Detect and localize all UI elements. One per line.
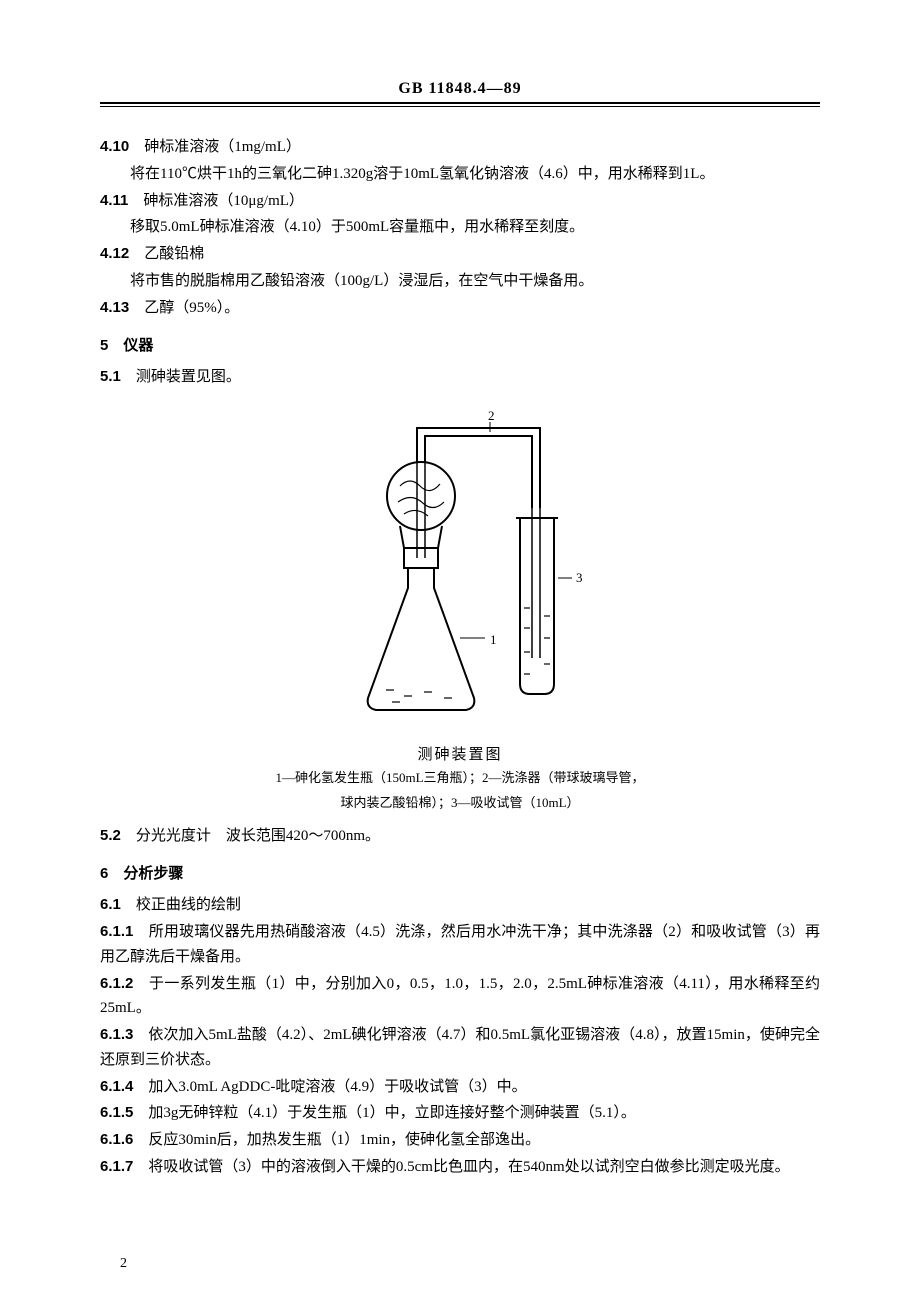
body-6-1-7: 将吸收试管（3）中的溶液倒入干燥的0.5cm比色皿内，在540nm处以试剂空白做… (148, 1159, 789, 1175)
num-4-11: 4.11 (100, 192, 128, 209)
item-6-1-7: 6.1.7 将吸收试管（3）中的溶液倒入干燥的0.5cm比色皿内，在540nm处… (100, 1155, 820, 1180)
title-4-13: 乙醇（95%）。 (144, 300, 239, 316)
num-6-1-2: 6.1.2 (100, 975, 133, 992)
body-4-11: 移取5.0mL砷标准溶液（4.10）于500mL容量瓶中，用水稀释至刻度。 (100, 215, 820, 240)
standard-code: GB 11848.4—89 (100, 80, 820, 102)
body-6-1-2: 于一系列发生瓶（1）中，分别加入0，0.5，1.0，1.5，2.0，2.5mL砷… (100, 976, 820, 1017)
title-5: 仪器 (123, 337, 153, 354)
num-6-1-1: 6.1.1 (100, 923, 133, 940)
num-6-1-3: 6.1.3 (100, 1026, 133, 1043)
num-6-1-6: 6.1.6 (100, 1131, 133, 1148)
page-number: 2 (120, 1256, 127, 1272)
figure-subcaption-2: 球内装乙酸铅棉）；3—吸收试管（10mL） (100, 793, 820, 814)
num-6: 6 (100, 865, 108, 882)
body-4-12: 将市售的脱脂棉用乙酸铅溶液（100g/L）浸湿后，在空气中干燥备用。 (100, 269, 820, 294)
figure-apparatus: 1 2 3 测砷装置图 1—砷化氢发生瓶（150mL三角瓶）；2—洗涤器（带球玻… (100, 408, 820, 814)
title-4-10: 砷标准溶液（1mg/mL） (144, 139, 301, 155)
item-6-1: 6.1 校正曲线的绘制 (100, 893, 820, 918)
num-5-1: 5.1 (100, 368, 121, 385)
title-6: 分析步骤 (123, 865, 183, 882)
num-5-2: 5.2 (100, 827, 121, 844)
item-6-1-5: 6.1.5 加3g无砷锌粒（4.1）于发生瓶（1）中，立即连接好整个测砷装置（5… (100, 1101, 820, 1126)
item-6-1-4: 6.1.4 加入3.0mL AgDDC-吡啶溶液（4.9）于吸收试管（3）中。 (100, 1075, 820, 1100)
fig-label-2: 2 (488, 408, 495, 423)
num-6-1-7: 6.1.7 (100, 1158, 133, 1175)
body-6-1: 校正曲线的绘制 (136, 897, 241, 913)
item-5-1: 5.1 测砷装置见图。 (100, 365, 820, 390)
item-6-1-1: 6.1.1 所用玻璃仪器先用热硝酸溶液（4.5）洗涤，然后用水冲洗干净；其中洗涤… (100, 920, 820, 970)
body-6-1-4: 加入3.0mL AgDDC-吡啶溶液（4.9）于吸收试管（3）中。 (148, 1079, 526, 1095)
item-6-1-2: 6.1.2 于一系列发生瓶（1）中，分别加入0，0.5，1.0，1.5，2.0，… (100, 972, 820, 1022)
figure-caption: 测砷装置图 (100, 743, 820, 764)
item-6-1-3: 6.1.3 依次加入5mL盐酸（4.2）、2mL碘化钾溶液（4.7）和0.5mL… (100, 1023, 820, 1073)
num-4-13: 4.13 (100, 299, 129, 316)
num-5: 5 (100, 337, 108, 354)
title-4-11: 砷标准溶液（10μg/mL） (143, 193, 304, 209)
item-4-10-head: 4.10 砷标准溶液（1mg/mL） (100, 135, 820, 160)
num-6-1: 6.1 (100, 896, 121, 913)
item-4-13-head: 4.13 乙醇（95%）。 (100, 296, 820, 321)
body-5-2: 分光光度计 波长范围420～700nm。 (136, 828, 380, 844)
page: GB 11848.4—89 4.10 砷标准溶液（1mg/mL） 将在110℃烘… (0, 0, 920, 1302)
section-6: 6 分析步骤 (100, 862, 820, 883)
item-4-11-head: 4.11 砷标准溶液（10μg/mL） (100, 189, 820, 214)
figure-subcaption-1: 1—砷化氢发生瓶（150mL三角瓶）；2—洗涤器（带球玻璃导管， (100, 768, 820, 789)
body-6-1-5: 加3g无砷锌粒（4.1）于发生瓶（1）中，立即连接好整个测砷装置（5.1）。 (148, 1105, 636, 1121)
body-6-1-6: 反应30min后，加热发生瓶（1）1min，使砷化氢全部逸出。 (148, 1132, 540, 1148)
item-4-12-head: 4.12 乙酸铅棉 (100, 242, 820, 267)
header-rule (100, 102, 820, 107)
fig-label-1: 1 (490, 632, 497, 647)
num-6-1-5: 6.1.5 (100, 1104, 133, 1121)
body-5-1: 测砷装置见图。 (136, 369, 241, 385)
num-6-1-4: 6.1.4 (100, 1078, 133, 1095)
body-6-1-3: 依次加入5mL盐酸（4.2）、2mL碘化钾溶液（4.7）和0.5mL氯化亚锡溶液… (100, 1027, 820, 1068)
section-5: 5 仪器 (100, 334, 820, 355)
body-6-1-1: 所用玻璃仪器先用热硝酸溶液（4.5）洗涤，然后用水冲洗干净；其中洗涤器（2）和吸… (100, 924, 820, 965)
item-5-2: 5.2 分光光度计 波长范围420～700nm。 (100, 824, 820, 849)
fig-label-3: 3 (576, 570, 583, 585)
num-4-10: 4.10 (100, 138, 129, 155)
body-4-10: 将在110℃烘干1h的三氧化二砷1.320g溶于10mL氢氧化钠溶液（4.6）中… (100, 162, 820, 187)
num-4-12: 4.12 (100, 245, 129, 262)
title-4-12: 乙酸铅棉 (144, 246, 204, 262)
item-6-1-6: 6.1.6 反应30min后，加热发生瓶（1）1min，使砷化氢全部逸出。 (100, 1128, 820, 1153)
apparatus-diagram: 1 2 3 (320, 408, 600, 728)
